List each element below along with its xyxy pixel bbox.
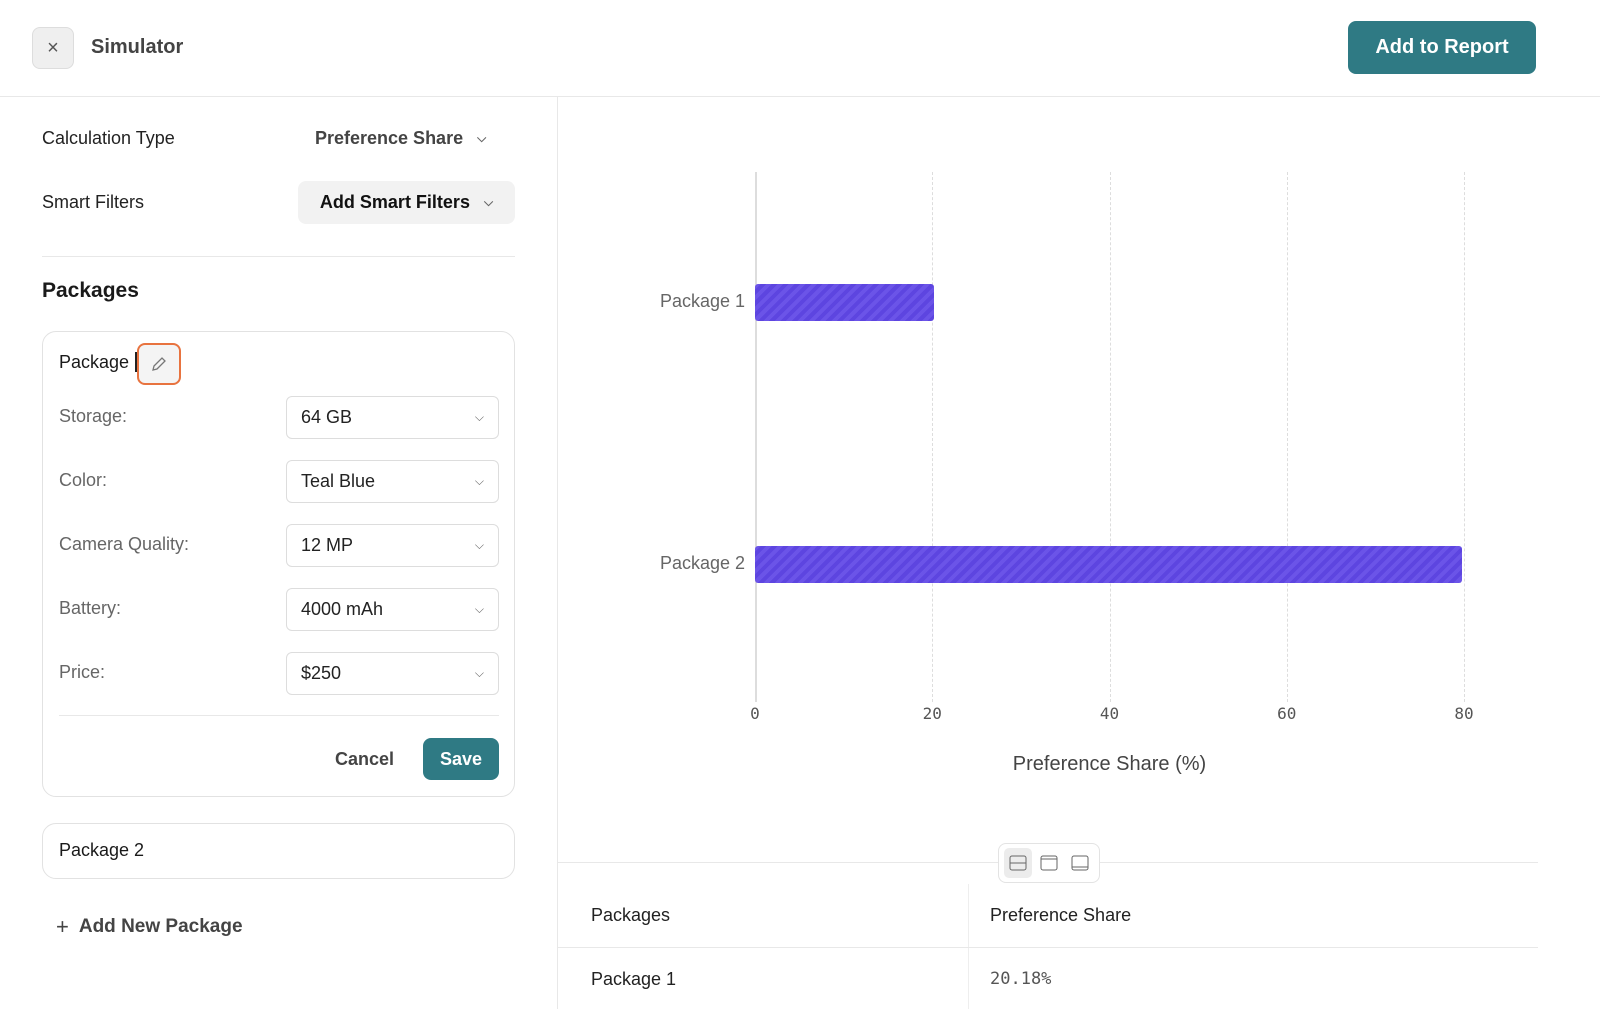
chevron-down-icon: ⌵	[477, 131, 487, 145]
pencil-icon	[152, 357, 166, 371]
field-value: $250	[301, 663, 342, 683]
gridline	[1109, 172, 1111, 702]
chevron-down-icon: ⌵	[474, 410, 484, 424]
field-value: 64 GB	[301, 407, 353, 427]
field-label: Camera Quality:	[59, 534, 190, 554]
package-2-name: Package 2	[59, 840, 145, 860]
package-name-text: Package	[59, 352, 135, 372]
smart-filters-select[interactable]: Add Smart Filters ⌵	[298, 181, 515, 224]
x-axis-title: Preference Share (%)	[1012, 753, 1207, 775]
cancel-button[interactable]: Cancel	[335, 749, 395, 769]
y-category-label: Package 2	[659, 553, 745, 573]
gridline	[932, 172, 934, 702]
divider	[42, 256, 515, 257]
header: × Simulator Add to Report	[0, 0, 1600, 97]
field-select[interactable]: 64 GB ⌵	[286, 396, 499, 439]
field-value: Teal Blue	[301, 471, 376, 491]
left-panel: Calculation Type Preference Share ⌵ Smart…	[0, 97, 558, 1009]
chevron-down-icon: ⌵	[474, 666, 484, 680]
field-value: 4000 mAh	[301, 599, 384, 619]
add-to-report-button[interactable]: Add to Report	[1348, 21, 1536, 74]
field-select[interactable]: Teal Blue ⌵	[286, 460, 499, 503]
close-icon: ×	[47, 36, 59, 59]
chart-view-button[interactable]	[1035, 848, 1063, 878]
field-select[interactable]: 4000 mAh ⌵	[286, 588, 499, 631]
table-header-preference-share: Preference Share	[990, 905, 1132, 925]
field-label: Battery:	[59, 598, 122, 618]
add-new-package-label: Add New Package	[78, 916, 243, 937]
smart-filters-value: Add Smart Filters	[319, 192, 470, 212]
chevron-down-icon: ⌵	[483, 195, 494, 209]
y-axis-line	[755, 172, 757, 702]
add-new-package-button[interactable]: + Add New Package	[56, 914, 243, 940]
table-header-packages: Packages	[591, 905, 671, 925]
package-name-input[interactable]: Package	[59, 352, 143, 373]
x-tick-label: 0	[750, 704, 760, 723]
view-switcher	[998, 843, 1100, 883]
x-tick-label: 20	[922, 704, 942, 723]
y-category-label: Package 1	[659, 291, 745, 311]
gridline	[1464, 172, 1465, 702]
bottom-layout-icon	[1071, 855, 1089, 871]
plus-icon: +	[56, 914, 69, 939]
x-tick-label: 40	[1099, 704, 1120, 723]
chevron-down-icon: ⌵	[474, 474, 484, 488]
field-value: 12 MP	[301, 535, 354, 555]
table-cell-package: Package 1	[591, 969, 677, 989]
bar-2[interactable]	[755, 546, 1463, 583]
split-view-button[interactable]	[1004, 848, 1033, 878]
x-tick-label: 60	[1277, 704, 1297, 723]
package-card-1: Package Storage: 64 GB ⌵ Color: Teal Blue ⌵…	[42, 331, 515, 797]
chevron-down-icon: ⌵	[474, 538, 484, 552]
calculation-type-select[interactable]: Preference Share ⌵	[315, 128, 486, 149]
split-layout-icon	[1009, 855, 1027, 871]
top-layout-icon	[1040, 855, 1058, 871]
calculation-type-label: Calculation Type	[42, 128, 175, 148]
column-divider	[968, 884, 969, 1009]
calculation-type-value: Preference Share	[315, 128, 464, 148]
x-tick-label: 80	[1454, 704, 1474, 723]
field-select[interactable]: 12 MP ⌵	[286, 524, 499, 567]
chevron-down-icon: ⌵	[474, 602, 484, 616]
row-divider	[558, 947, 1538, 948]
save-button[interactable]: Save	[423, 738, 499, 780]
package-card-2[interactable]: Package 2	[42, 823, 515, 879]
close-button[interactable]: ×	[32, 27, 74, 69]
packages-heading: Packages	[42, 279, 139, 302]
page-title: Simulator	[91, 36, 184, 58]
smart-filters-label: Smart Filters	[42, 192, 145, 212]
bar-1[interactable]	[755, 284, 934, 321]
field-label: Price:	[59, 662, 106, 682]
table-view-button[interactable]	[1066, 848, 1094, 878]
field-select[interactable]: $250 ⌵	[286, 652, 499, 695]
gridline	[1286, 172, 1288, 702]
field-label: Storage:	[59, 406, 128, 426]
table-cell-share: 20.18%	[990, 969, 1052, 989]
edit-name-button[interactable]	[137, 343, 181, 385]
field-label: Color:	[59, 470, 108, 490]
divider	[59, 715, 499, 716]
